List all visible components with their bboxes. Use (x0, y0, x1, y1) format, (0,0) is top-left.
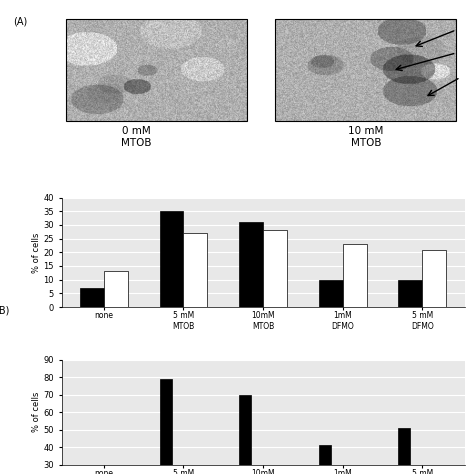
Bar (160, 211, 183, 307)
Text: (A): (A) (13, 16, 27, 26)
Bar (92, 465, 104, 474)
Bar (263, 230, 287, 307)
Y-axis label: % of cells: % of cells (32, 232, 41, 273)
Bar (399, 280, 422, 307)
Bar (399, 428, 410, 474)
Bar (104, 272, 128, 307)
Bar (319, 445, 331, 474)
Text: 0 mM
MTOB: 0 mM MTOB (121, 126, 151, 148)
Text: 10 mM
MTOB: 10 mM MTOB (348, 126, 383, 148)
Bar (239, 394, 251, 474)
Bar (65, 19, 247, 121)
Bar (275, 19, 456, 121)
Bar (422, 250, 446, 307)
Y-axis label: % of cells: % of cells (32, 392, 41, 432)
Bar (160, 379, 172, 474)
Bar (183, 233, 207, 307)
Bar (239, 222, 263, 307)
Bar (80, 288, 104, 307)
Text: (B): (B) (0, 306, 9, 316)
Bar (343, 244, 366, 307)
Bar (319, 280, 343, 307)
